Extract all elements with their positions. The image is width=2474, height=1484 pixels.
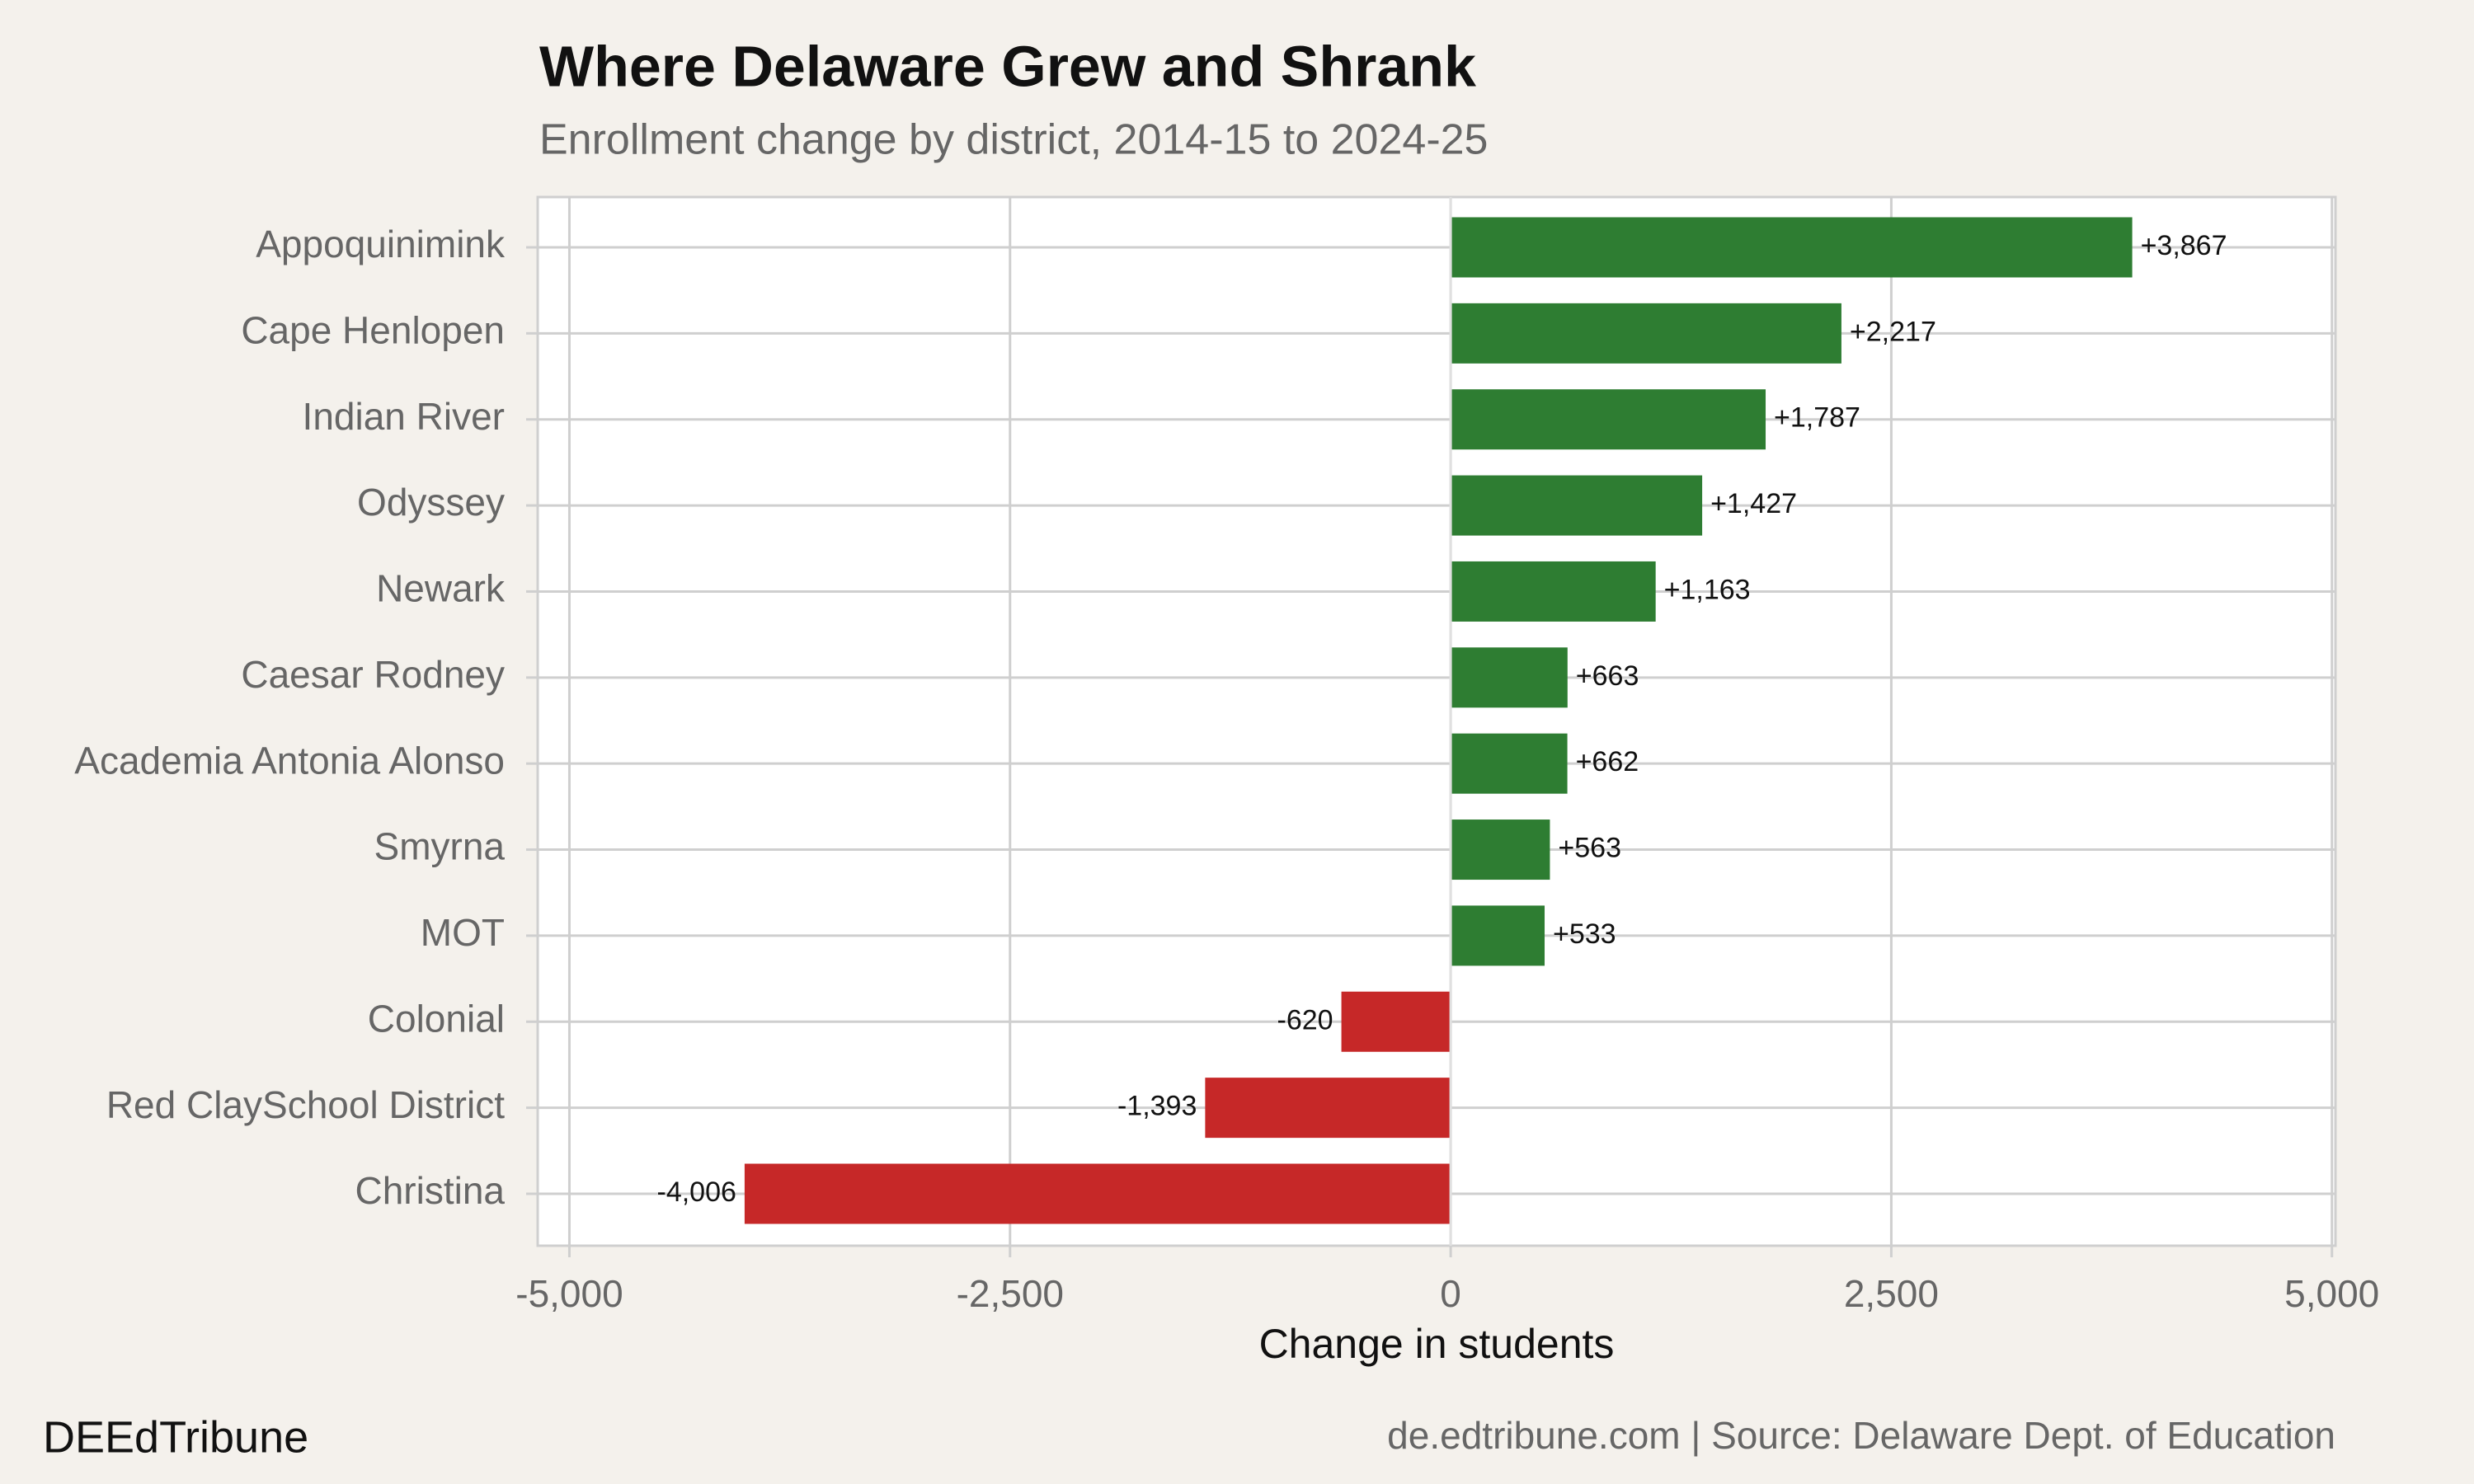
data-label: +663 <box>1576 660 1639 692</box>
x-tick-label: 2,500 <box>1844 1272 1939 1315</box>
y-tick-label: Colonial <box>368 997 505 1040</box>
x-tick-label: 5,000 <box>2284 1272 2379 1315</box>
data-label: +662 <box>1576 746 1639 777</box>
bar <box>1451 733 1568 794</box>
bar <box>1451 561 1656 622</box>
source-note: de.edtribune.com | Source: Delaware Dept… <box>1387 1414 2335 1457</box>
panel-border <box>536 195 2337 1247</box>
y-tick-label: MOT <box>421 911 505 954</box>
x-tick-label: -2,500 <box>957 1272 1064 1315</box>
data-label: +1,427 <box>1710 488 1797 519</box>
data-label: +3,867 <box>2141 230 2227 261</box>
bar <box>1451 647 1568 708</box>
bar <box>1451 475 1703 536</box>
brand: DEEdTribune <box>43 1412 308 1462</box>
data-label: +563 <box>1558 833 1621 864</box>
y-tick-label: Newark <box>376 567 506 610</box>
bar <box>744 1163 1451 1224</box>
bar <box>1451 389 1766 450</box>
bar <box>1451 303 1841 364</box>
data-label: -1,393 <box>1117 1091 1197 1122</box>
y-tick-label: Smyrna <box>374 825 506 868</box>
y-tick-label: Odyssey <box>357 481 505 524</box>
y-tick-label: Red ClaySchool District <box>106 1083 505 1126</box>
bar <box>1451 819 1550 881</box>
y-tick-label: Christina <box>355 1169 505 1212</box>
chart-subtitle: Enrollment change by district, 2014-15 t… <box>539 116 1488 164</box>
bar <box>1451 217 2133 278</box>
plot-panel <box>538 197 2335 1246</box>
data-label: +533 <box>1553 918 1616 950</box>
y-tick-label: Cape Henlopen <box>241 309 505 352</box>
bar <box>1451 905 1545 966</box>
y-tick-label: Indian River <box>303 395 505 438</box>
data-label: +1,163 <box>1664 574 1751 605</box>
x-tick-label: 0 <box>1440 1272 1461 1315</box>
x-axis-title: Change in students <box>1259 1321 1615 1367</box>
bar <box>1341 991 1451 1052</box>
data-label: +2,217 <box>1850 316 1936 347</box>
bar <box>1205 1078 1451 1139</box>
y-tick-label: Academia Antonia Alonso <box>74 739 505 782</box>
data-label: +1,787 <box>1774 402 1860 434</box>
y-tick-label: Caesar Rodney <box>241 653 505 696</box>
data-label: -4,006 <box>657 1176 736 1208</box>
x-tick-label: -5,000 <box>515 1272 623 1315</box>
chart-title: Where Delaware Grew and Shrank <box>539 34 1476 98</box>
data-label: -620 <box>1277 1004 1333 1036</box>
y-tick-label: Appoquinimink <box>256 223 506 265</box>
